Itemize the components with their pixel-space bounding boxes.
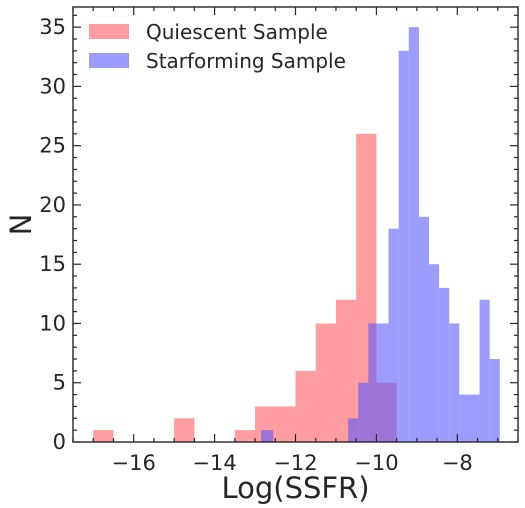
y-tick-label: 15 [39,252,66,276]
y-tick-label: 30 [39,74,66,98]
starforming-bar-9 [429,264,440,442]
histogram-bars [93,27,500,442]
legend-swatch-0 [89,24,129,39]
y-tick-label: 0 [53,430,66,454]
quiescent-bar-4 [275,406,296,442]
quiescent-bar-7 [335,299,357,442]
x-axis-label: Log(SSFR) [221,471,369,505]
starforming-bar-13 [469,394,480,442]
quiescent-bar-6 [315,323,336,442]
legend-label-1: Starforming Sample [146,49,346,73]
legend-label-0: Quiescent Sample [146,20,328,44]
quiescent-bar-1 [174,418,195,442]
x-tick-label: −16 [112,451,156,475]
plot-frame [72,6,519,443]
starforming-bar-11 [449,323,460,442]
y-tick-label: 25 [39,134,66,158]
starforming-bar-3 [368,323,379,442]
y-tick-label: 10 [39,311,66,335]
starforming-bar-0 [261,430,274,442]
starforming-bar-6 [398,50,409,442]
x-tick-labels: −16 −14 −12 −10 −8 [112,451,473,475]
starforming-bar-2 [358,382,369,442]
y-tick-label: 20 [39,193,66,217]
legend: Quiescent Sample Starforming Sample [89,20,346,73]
starforming-bar-14 [479,299,490,442]
y-tick-labels: 0 5 10 15 20 25 30 35 [39,15,66,454]
y-axis-label: N [4,214,38,236]
y-tick-label: 5 [53,371,66,395]
y-tick-label: 35 [39,15,66,39]
quiescent-bar-5 [295,370,316,442]
starforming-bar-12 [459,394,470,442]
starforming-bar-8 [418,216,429,442]
quiescent-bar-0 [93,430,114,442]
x-tick-label: −8 [442,451,473,475]
legend-swatch-1 [89,53,129,68]
x-tick-label: −12 [273,451,317,475]
x-tick-label: −10 [354,451,398,475]
starforming-bar-7 [408,27,419,442]
starforming-bar-1 [348,418,359,442]
starforming-bar-10 [439,287,450,442]
starforming-bar-15 [489,359,500,442]
starforming-bar-5 [388,228,399,442]
x-tick-label: −14 [192,451,236,475]
quiescent-bar-2 [234,430,256,442]
starforming-bar-4 [378,323,389,442]
